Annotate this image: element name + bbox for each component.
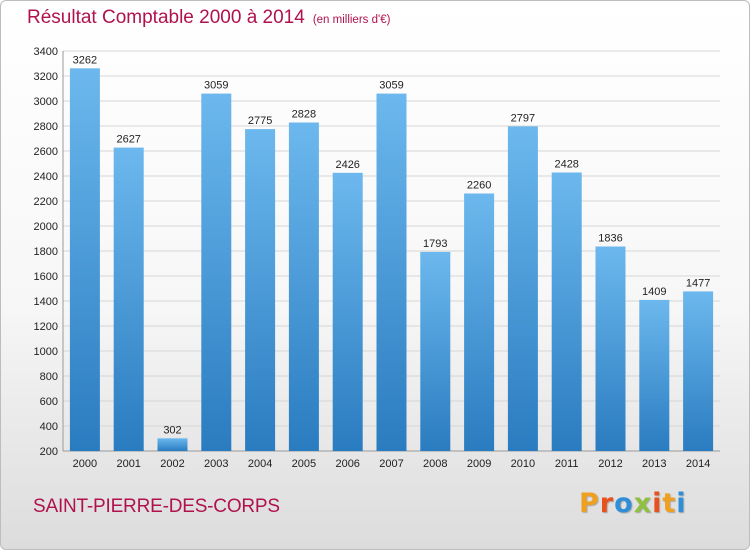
bar-value-label: 2260 — [467, 180, 491, 192]
bar-value-label: 1477 — [686, 277, 710, 289]
logo-letter: o — [614, 488, 634, 519]
bar-value-label: 1409 — [642, 286, 666, 298]
bar-value-label: 2797 — [511, 112, 535, 124]
bar-value-label: 2828 — [292, 109, 316, 121]
bar-2011 — [551, 172, 582, 451]
logo-letter: P — [579, 488, 600, 519]
proxiti-logo: Proxiti — [579, 488, 687, 519]
logo-letter: t — [662, 488, 677, 519]
y-tick-label: 800 — [40, 371, 58, 383]
logo-letter: i — [676, 488, 687, 519]
bar-2006 — [332, 172, 363, 452]
y-tick-label: 2000 — [34, 221, 58, 233]
chart-title-text: Résultat Comptable 2000 à 2014 — [27, 7, 305, 28]
logo-letter: r — [599, 488, 615, 519]
x-tick-label: 2007 — [379, 458, 403, 470]
y-tick-label: 3400 — [34, 46, 58, 58]
bar-value-label: 3059 — [204, 80, 228, 92]
y-tick-label: 1400 — [34, 296, 58, 308]
bar-2012 — [595, 246, 626, 451]
bar-2014 — [683, 291, 714, 451]
bar-value-label: 2426 — [335, 159, 359, 171]
bar-2009 — [464, 193, 495, 451]
logo-letter: i — [652, 488, 663, 519]
bar-2008 — [420, 251, 451, 451]
bar-2001 — [113, 147, 144, 451]
y-tick-label: 1200 — [34, 321, 58, 333]
bar-2005 — [288, 122, 319, 451]
label-layer: 200 400 600 800 1000 1200 1400 1600 1800 2000 2200… — [34, 46, 711, 470]
y-tick-label: 2600 — [34, 146, 58, 158]
bar-layer — [69, 68, 714, 452]
x-tick-label: 2005 — [292, 458, 316, 470]
chart-title: Résultat Comptable 2000 à 2014 (en millie… — [27, 7, 390, 29]
x-tick-label: 2004 — [248, 458, 272, 470]
bar-value-label: 1793 — [423, 238, 447, 250]
x-tick-label: 2008 — [423, 458, 447, 470]
x-tick-label: 2013 — [642, 458, 666, 470]
x-tick-label: 2003 — [204, 458, 228, 470]
y-tick-label: 3200 — [34, 71, 58, 83]
y-tick-label: 200 — [40, 446, 58, 458]
x-tick-label: 2001 — [116, 458, 140, 470]
x-tick-label: 2011 — [555, 458, 579, 470]
bar-value-label: 2428 — [554, 159, 578, 171]
y-tick-label: 600 — [40, 396, 58, 408]
y-tick-label: 1800 — [34, 246, 58, 258]
x-tick-label: 2002 — [160, 458, 184, 470]
x-tick-label: 2012 — [598, 458, 622, 470]
bar-value-label: 2775 — [248, 115, 272, 127]
bar-2013 — [639, 299, 670, 451]
bar-value-label: 1836 — [598, 233, 622, 245]
bar-2010 — [507, 126, 538, 452]
bar-2002 — [157, 438, 188, 452]
x-tick-label: 2009 — [467, 458, 491, 470]
x-tick-label: 2010 — [511, 458, 535, 470]
y-tick-label: 400 — [40, 421, 58, 433]
bar-value-label: 2627 — [116, 134, 140, 146]
bar-2000 — [69, 68, 100, 452]
y-tick-label: 2400 — [34, 171, 58, 183]
chart-subtitle: (en milliers d'€) — [312, 14, 391, 26]
bar-value-label: 3059 — [379, 80, 403, 92]
logo-letter: x — [633, 488, 653, 519]
x-tick-label: 2014 — [686, 458, 710, 470]
bar-value-label: 302 — [163, 424, 181, 436]
y-tick-label: 1600 — [34, 271, 58, 283]
bar-value-label: 3262 — [73, 54, 97, 66]
x-tick-label: 2006 — [335, 458, 359, 470]
y-tick-label: 1000 — [34, 346, 58, 358]
bar-2004 — [245, 129, 276, 451]
y-tick-label: 2200 — [34, 196, 58, 208]
city-name: SAINT-PIERRE-DES-CORPS — [33, 496, 280, 517]
x-tick-label: 2000 — [73, 458, 97, 470]
y-tick-label: 2800 — [34, 121, 58, 133]
bar-2007 — [376, 93, 407, 451]
y-tick-label: 3000 — [34, 96, 58, 108]
bar-2003 — [201, 93, 232, 451]
